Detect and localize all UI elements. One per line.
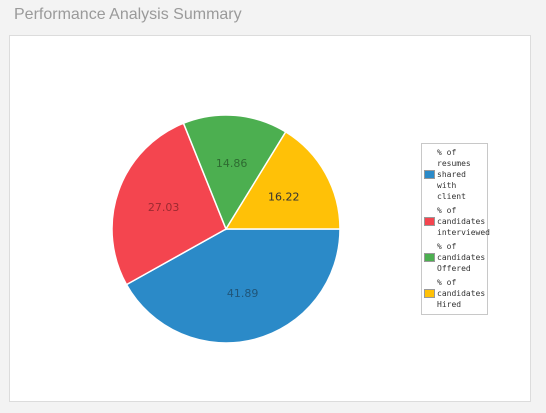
legend-swatch [424, 217, 435, 226]
legend-label: % of candidates Offered [437, 242, 486, 273]
legend-item[interactable]: % of candidates Hired [422, 276, 487, 312]
chart-card: 41.89 27.03 14.86 16.22 % of resumes shared… [9, 35, 531, 402]
slice-value-label: 16.22 [268, 191, 300, 204]
slice-value-label: 41.89 [227, 287, 259, 300]
pie-slice[interactable] [182, 114, 287, 231]
legend-swatch [424, 289, 435, 298]
page-title: Performance Analysis Summary [14, 6, 242, 23]
legend-item[interactable]: % of resumes shared with client [422, 146, 487, 204]
pie-slice[interactable] [224, 130, 341, 230]
pie-slice[interactable] [125, 228, 341, 344]
chart-legend: % of resumes shared with client % of can… [421, 143, 490, 315]
pie-chart: 41.89 27.03 14.86 16.22 [111, 114, 341, 344]
legend-label: % of resumes shared with client [437, 148, 471, 201]
legend-item[interactable]: % of candidates Offered [422, 240, 487, 276]
legend-swatch [424, 253, 435, 262]
legend-swatch [424, 170, 435, 179]
slice-value-label: 27.03 [148, 201, 180, 214]
slice-value-label: 14.86 [216, 157, 248, 170]
legend-label: % of candidates interviewed [437, 206, 490, 237]
pie-slice[interactable] [111, 122, 227, 286]
legend-item[interactable]: % of candidates interviewed [422, 204, 490, 240]
legend-label: % of candidates Hired [437, 278, 486, 309]
